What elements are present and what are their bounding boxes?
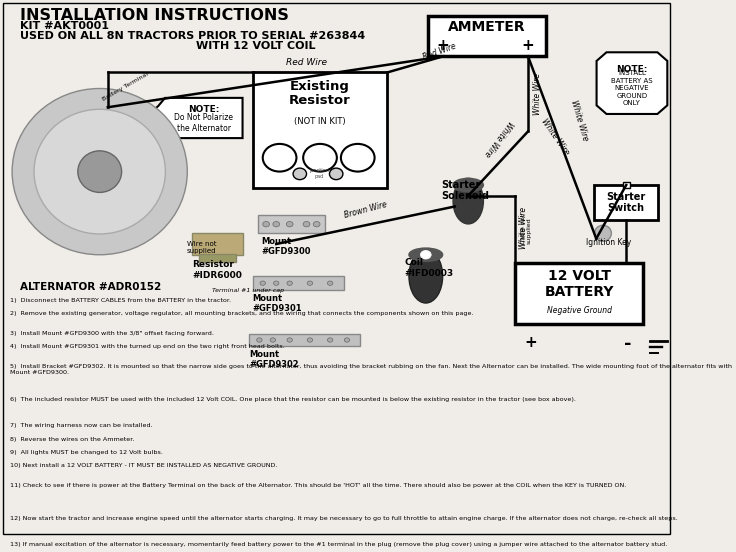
Text: Do Not Polarize
the Alternator: Do Not Polarize the Alternator	[174, 113, 233, 133]
Polygon shape	[597, 52, 668, 114]
Text: BATTERY: BATTERY	[545, 285, 614, 299]
Text: Mount
#GFD9302: Mount #GFD9302	[250, 349, 299, 369]
Ellipse shape	[263, 144, 297, 172]
Text: Negative Ground: Negative Ground	[547, 306, 612, 315]
Text: (NOT IN KIT): (NOT IN KIT)	[294, 118, 346, 126]
Text: INSTALL
BATTERY AS
NEGATIVE
GROUND
ONLY: INSTALL BATTERY AS NEGATIVE GROUND ONLY	[611, 70, 653, 106]
Text: White Wire: White Wire	[520, 207, 528, 249]
Text: ALTERNATOR #ADR0152: ALTERNATOR #ADR0152	[20, 282, 161, 292]
Text: Ignition Key: Ignition Key	[586, 238, 631, 247]
Bar	[250, 334, 361, 346]
Circle shape	[286, 221, 293, 227]
Text: -: -	[624, 335, 631, 353]
Circle shape	[303, 221, 310, 227]
Text: WITH 12 VOLT COIL: WITH 12 VOLT COIL	[197, 41, 316, 51]
Text: Cable not
supplied: Cable not supplied	[521, 214, 531, 245]
Text: White Wire: White Wire	[539, 117, 570, 157]
Bar	[515, 263, 643, 325]
Ellipse shape	[409, 250, 442, 303]
Text: AMMETER: AMMETER	[448, 20, 526, 34]
Text: Resistor
#IDR6000: Resistor #IDR6000	[192, 260, 242, 279]
Text: 10) Next install a 12 VOLT BATTERY - IT MUST BE INSTALLED AS NEGATIVE GROUND.: 10) Next install a 12 VOLT BATTERY - IT …	[10, 463, 277, 469]
Circle shape	[307, 281, 313, 285]
Ellipse shape	[293, 168, 306, 179]
Text: 13) If manual excitation of the alternator is necessary, momentarily feed batter: 13) If manual excitation of the alternat…	[10, 542, 668, 547]
Text: 11) Check to see if there is power at the Battery Terminal on the back of the Al: 11) Check to see if there is power at th…	[10, 483, 626, 488]
Text: Mount
#GFD9300: Mount #GFD9300	[261, 237, 311, 257]
Text: White Wire: White Wire	[569, 99, 590, 142]
Text: Existing
Resistor: Existing Resistor	[289, 79, 351, 107]
Circle shape	[263, 221, 269, 227]
Text: junction
pad: junction pad	[309, 168, 328, 179]
Text: Starter
Solenoid: Starter Solenoid	[442, 179, 489, 201]
Text: Starter
Switch: Starter Switch	[606, 192, 646, 213]
Circle shape	[328, 281, 333, 285]
Text: White Wire: White Wire	[534, 73, 542, 115]
Circle shape	[273, 221, 280, 227]
Circle shape	[328, 338, 333, 342]
Circle shape	[420, 251, 431, 259]
Text: +: +	[522, 38, 534, 52]
Text: Brown Wire: Brown Wire	[343, 200, 388, 220]
Bar	[623, 182, 630, 188]
Ellipse shape	[341, 144, 375, 172]
Bar	[199, 254, 236, 262]
Text: 1)  Disconnect the BATTERY CABLES from the BATTERY in the tractor.: 1) Disconnect the BATTERY CABLES from th…	[10, 298, 231, 302]
Text: NOTE:: NOTE:	[188, 105, 219, 114]
Text: 4)  Install Mount #GFD9301 with the turned up end on the two right front head bo: 4) Install Mount #GFD9301 with the turne…	[10, 344, 285, 349]
Circle shape	[314, 221, 320, 227]
Text: 3)  Install Mount #GFD9300 with the 3/8" offset facing forward.: 3) Install Mount #GFD9300 with the 3/8" …	[10, 331, 214, 336]
Text: Terminal #1 under cap: Terminal #1 under cap	[212, 288, 284, 293]
Text: Mount
#GFD9301: Mount #GFD9301	[252, 294, 302, 314]
Bar	[258, 215, 325, 233]
Circle shape	[274, 281, 279, 285]
Bar	[252, 72, 387, 188]
Text: Red Wire: Red Wire	[286, 58, 327, 67]
Text: Red Wire: Red Wire	[422, 41, 458, 62]
Text: 6)  The included resistor MUST be used with the included 12 Volt COIL. One place: 6) The included resistor MUST be used wi…	[10, 397, 576, 402]
Circle shape	[270, 338, 275, 342]
Text: Wire not
supplied: Wire not supplied	[187, 241, 216, 254]
Circle shape	[287, 281, 292, 285]
Text: 7)  The wiring harness now can be installed.: 7) The wiring harness now can be install…	[10, 423, 153, 428]
Text: 9)  All lights MUST be changed to 12 Volt bulbs.: 9) All lights MUST be changed to 12 Volt…	[10, 450, 163, 455]
Bar	[594, 185, 658, 220]
Polygon shape	[145, 98, 243, 138]
Text: 5)  Install Bracket #GFD9302. It is mounted so that the narrow side goes to the : 5) Install Bracket #GFD9302. It is mount…	[10, 364, 732, 375]
Text: 12 VOLT: 12 VOLT	[548, 269, 611, 283]
Bar	[428, 16, 545, 56]
Circle shape	[260, 281, 266, 285]
Bar	[252, 276, 344, 290]
Ellipse shape	[453, 178, 484, 224]
Text: USED ON ALL 8N TRACTORS PRIOR TO SERIAL #263844: USED ON ALL 8N TRACTORS PRIOR TO SERIAL …	[20, 31, 366, 41]
Ellipse shape	[330, 168, 343, 179]
Text: KIT #AKT0001: KIT #AKT0001	[20, 22, 109, 31]
Text: 8)  Reverse the wires on the Ammeter.: 8) Reverse the wires on the Ammeter.	[10, 437, 135, 442]
Ellipse shape	[303, 144, 337, 172]
Circle shape	[307, 338, 313, 342]
Text: +: +	[524, 335, 537, 350]
Text: NOTE:: NOTE:	[616, 65, 648, 74]
Circle shape	[287, 338, 292, 342]
Ellipse shape	[34, 109, 166, 234]
Text: 2)  Remove the existing generator, voltage regulator, all mounting brackets, and: 2) Remove the existing generator, voltag…	[10, 311, 473, 316]
Ellipse shape	[12, 88, 187, 255]
Text: Battery Terminal: Battery Terminal	[101, 72, 149, 102]
Text: INSTALLATION INSTRUCTIONS: INSTALLATION INSTRUCTIONS	[20, 8, 289, 23]
Text: Coil
#IFD0003: Coil #IFD0003	[404, 258, 453, 278]
Ellipse shape	[78, 151, 121, 193]
Text: +: +	[436, 38, 450, 52]
Ellipse shape	[409, 248, 442, 262]
Text: White Wire: White Wire	[482, 119, 514, 158]
Bar	[192, 233, 243, 255]
Ellipse shape	[595, 225, 612, 241]
Circle shape	[257, 338, 262, 342]
Circle shape	[344, 338, 350, 342]
Ellipse shape	[453, 178, 484, 192]
Text: 12) Now start the tractor and increase engine speed until the alternator starts : 12) Now start the tractor and increase e…	[10, 516, 678, 521]
